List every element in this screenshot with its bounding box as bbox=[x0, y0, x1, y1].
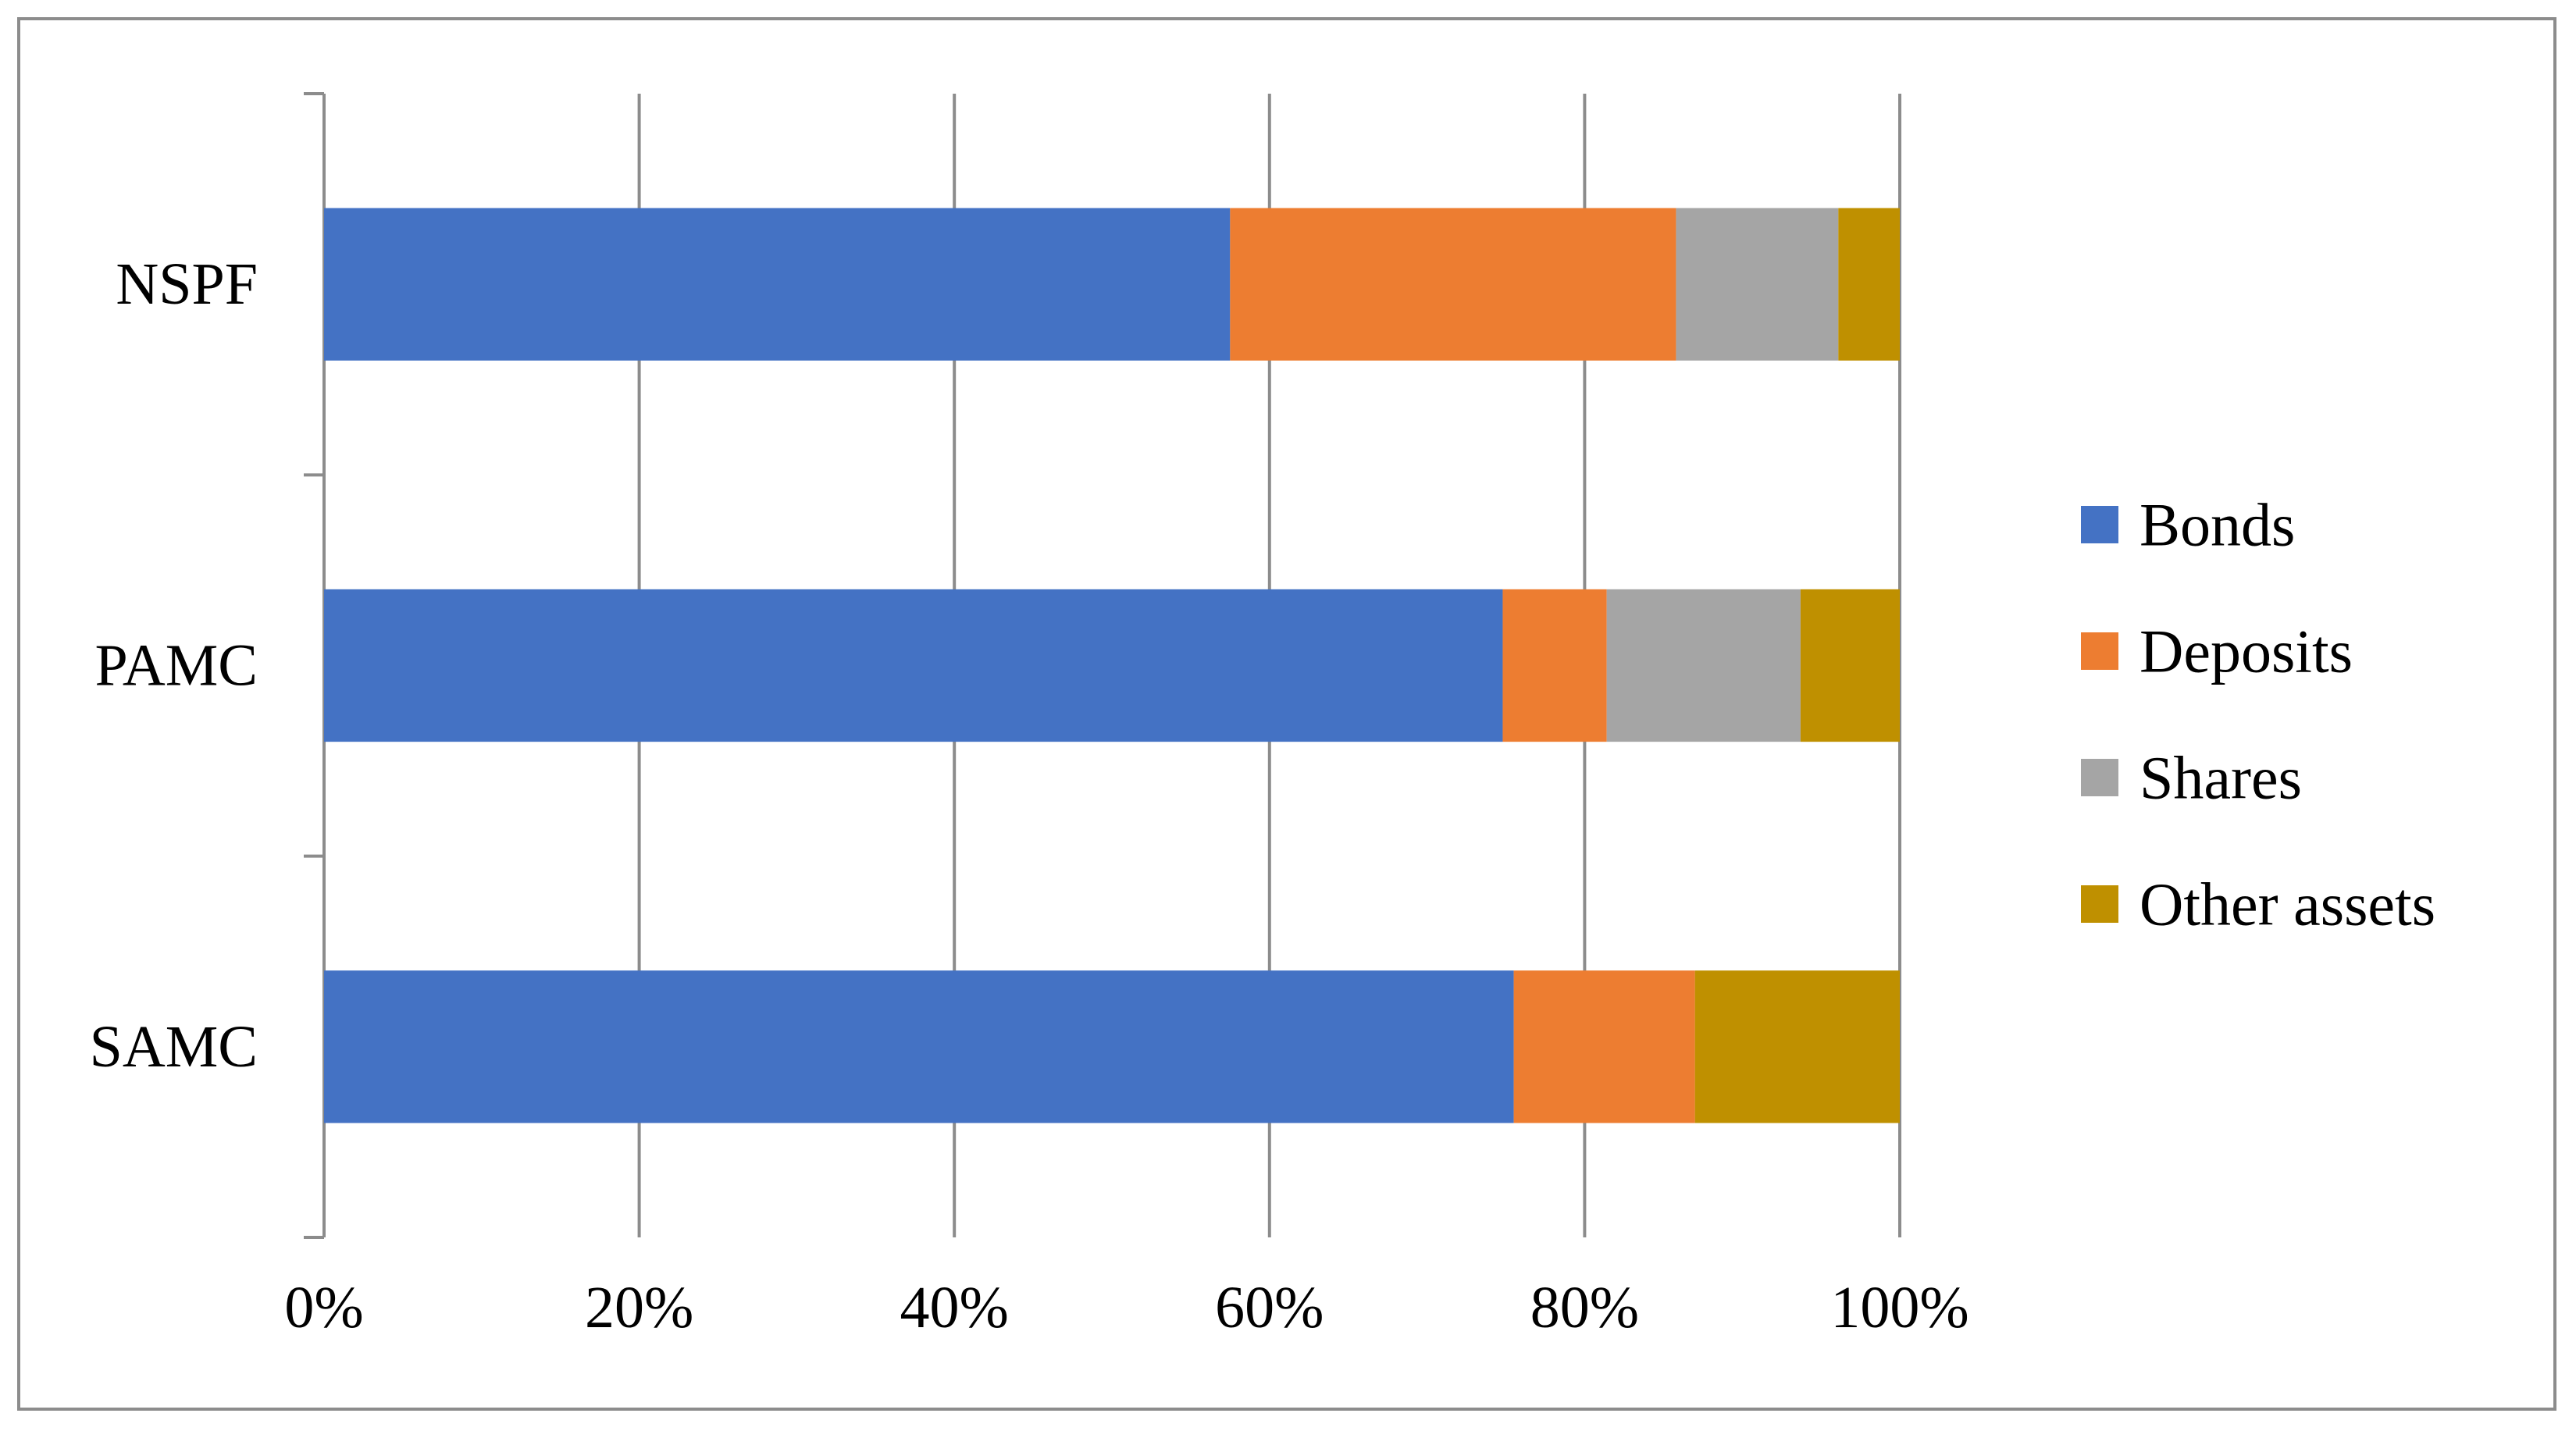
legend-label-shares: Shares bbox=[2140, 744, 2302, 812]
legend-swatch-bonds bbox=[2081, 506, 2118, 543]
legend-label-bonds: Bonds bbox=[2140, 491, 2295, 559]
category-label-samc: SAMC bbox=[90, 1014, 258, 1080]
legend-label-other-assets: Other assets bbox=[2140, 870, 2435, 938]
x-tick-label-4: 80% bbox=[1530, 1275, 1639, 1340]
category-label-pamc: PAMC bbox=[95, 633, 258, 699]
legend-swatch-other-assets bbox=[2081, 885, 2118, 923]
x-tick-label-5: 100% bbox=[1830, 1275, 1969, 1340]
bar-samc-other-assets bbox=[1694, 970, 1900, 1123]
category-label-nspf: NSPF bbox=[116, 251, 258, 317]
bar-samc-deposits bbox=[1513, 970, 1695, 1123]
legend-swatch-shares bbox=[2081, 759, 2118, 796]
x-tick-label-1: 20% bbox=[585, 1275, 693, 1340]
legend-label-deposits: Deposits bbox=[2140, 618, 2353, 685]
x-tick-label-0: 0% bbox=[284, 1275, 363, 1340]
legend-swatch-deposits bbox=[2081, 632, 2118, 670]
bar-nspf-deposits bbox=[1230, 208, 1676, 361]
bar-pamc-bonds bbox=[324, 589, 1503, 742]
bar-nspf-shares bbox=[1676, 208, 1839, 361]
bar-pamc-other-assets bbox=[1800, 589, 1900, 742]
bar-samc-bonds bbox=[324, 970, 1514, 1123]
x-tick-label-2: 40% bbox=[900, 1275, 1009, 1340]
bar-nspf-bonds bbox=[324, 208, 1231, 361]
bar-nspf-other-assets bbox=[1838, 208, 1900, 361]
bar-pamc-deposits bbox=[1502, 589, 1607, 742]
bar-pamc-shares bbox=[1606, 589, 1801, 742]
x-tick-label-3: 60% bbox=[1215, 1275, 1324, 1340]
